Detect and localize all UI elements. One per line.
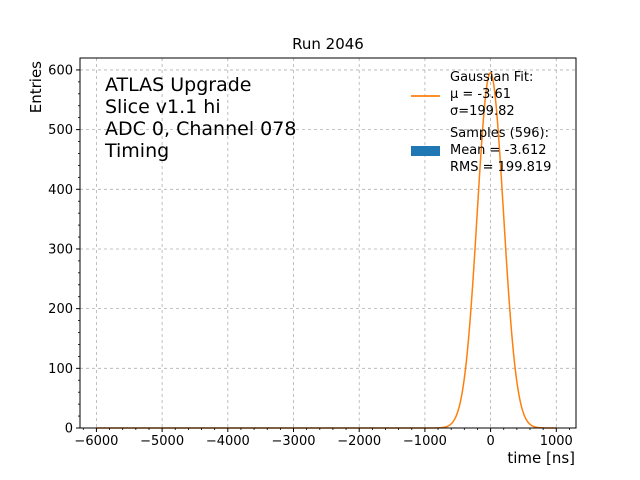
x-tick-label: −2000 bbox=[337, 434, 381, 449]
y-tick-label: 0 bbox=[65, 422, 73, 437]
annotation-line: Timing bbox=[104, 140, 169, 162]
x-tick-label: −4000 bbox=[206, 434, 250, 449]
annotation-line: ADC 0, Channel 078 bbox=[105, 118, 296, 140]
x-tick-label: −5000 bbox=[140, 434, 184, 449]
y-tick-label: 600 bbox=[48, 63, 73, 78]
annotation-block: ATLAS Upgrade Slice v1.1 hi ADC 0, Chann… bbox=[104, 74, 296, 162]
y-tick-label: 400 bbox=[48, 183, 73, 198]
legend-label-line: RMS = 199.819 bbox=[450, 160, 551, 175]
legend-label-line: σ=199.82 bbox=[450, 104, 515, 119]
x-tick-label: 0 bbox=[486, 434, 494, 449]
legend-label-line: Mean = -3.612 bbox=[450, 143, 546, 158]
legend-samples-label: Samples (596): Mean = -3.612 RMS = 199.8… bbox=[450, 126, 551, 175]
x-tick-label: −6000 bbox=[74, 434, 118, 449]
x-axis: −6000 −5000 −4000 −3000 −2000 −1000 0 1000 bbox=[74, 428, 573, 449]
y-axis-label: Entries bbox=[27, 61, 45, 113]
legend-label-line: Samples (596): bbox=[450, 126, 549, 141]
annotation-line: ATLAS Upgrade bbox=[105, 74, 251, 96]
x-axis-label: time [ns] bbox=[507, 449, 575, 467]
x-tick-label: 1000 bbox=[540, 434, 573, 449]
y-axis: 0 100 200 300 400 500 600 bbox=[48, 63, 80, 437]
x-tick-label: −3000 bbox=[272, 434, 316, 449]
legend-label-line: μ = -3.61 bbox=[450, 87, 511, 102]
y-tick-label: 500 bbox=[48, 123, 73, 138]
legend: Gaussian Fit: μ = -3.61 σ=199.82 Samples… bbox=[411, 70, 551, 175]
y-tick-label: 300 bbox=[48, 242, 73, 257]
legend-samples-swatch bbox=[411, 146, 440, 156]
chart-title: Run 2046 bbox=[292, 35, 364, 53]
y-tick-label: 100 bbox=[48, 362, 73, 377]
legend-fit-label: Gaussian Fit: μ = -3.61 σ=199.82 bbox=[450, 70, 533, 119]
x-tick-label: −1000 bbox=[403, 434, 447, 449]
annotation-line: Slice v1.1 hi bbox=[105, 96, 221, 118]
plot-frame bbox=[79, 57, 577, 429]
legend-label-line: Gaussian Fit: bbox=[450, 70, 533, 85]
y-tick-label: 200 bbox=[48, 302, 73, 317]
